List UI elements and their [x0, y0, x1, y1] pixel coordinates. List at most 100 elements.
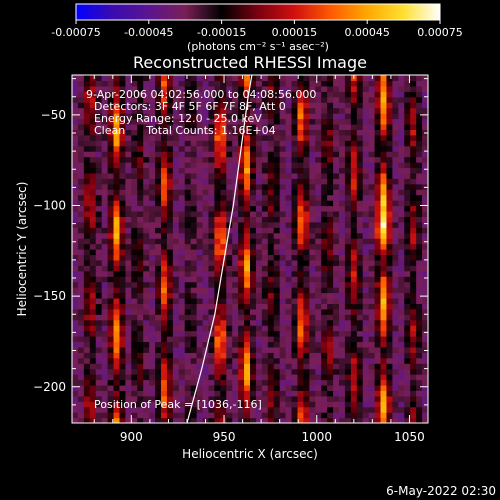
heatmap-cell — [362, 336, 370, 343]
heatmap-cell — [279, 249, 287, 256]
heatmap-cell — [279, 270, 287, 277]
heatmap-cell — [143, 102, 150, 109]
heatmap-cell — [107, 292, 115, 299]
heatmap-cell — [196, 297, 204, 304]
heatmap-cell — [72, 102, 79, 109]
heatmap-cell — [155, 276, 162, 283]
heatmap-cell — [113, 96, 121, 103]
heatmap-cell — [285, 297, 293, 304]
heatmap-cell — [143, 96, 150, 103]
heatmap-cell — [72, 243, 79, 250]
heatmap-cell — [392, 102, 399, 109]
heatmap-cell — [368, 140, 376, 147]
heatmap-cell — [101, 123, 109, 130]
heatmap-cell — [238, 172, 245, 179]
heatmap-cell — [422, 346, 428, 353]
heatmap-cell — [297, 336, 304, 343]
heatmap-cell — [149, 162, 156, 169]
heatmap-cell — [386, 249, 393, 256]
heatmap-cell — [77, 357, 85, 364]
heatmap-cell — [196, 395, 204, 402]
heatmap-cell — [172, 227, 180, 234]
heatmap-cell — [416, 96, 423, 103]
heatmap-cell — [166, 390, 174, 397]
heatmap-cell — [303, 352, 310, 359]
heatmap-cell — [113, 167, 121, 174]
heatmap-cell — [214, 357, 221, 364]
heatmap-cell — [107, 113, 115, 120]
heatmap-cell — [297, 297, 304, 304]
heatmap-cell — [72, 178, 79, 185]
heatmap-cell — [374, 210, 382, 217]
heatmap-cell — [208, 96, 215, 103]
heatmap-cell — [327, 297, 334, 304]
heatmap-cell — [362, 80, 370, 87]
heatmap-cell — [315, 303, 322, 310]
heatmap-cell — [161, 210, 168, 217]
heatmap-cell — [327, 151, 334, 158]
heatmap-cell — [77, 330, 85, 337]
heatmap-cell — [119, 346, 126, 353]
heatmap-cell — [380, 254, 388, 261]
heatmap-cell — [184, 221, 192, 228]
heatmap-cell — [321, 336, 328, 343]
heatmap-cell — [131, 172, 138, 179]
heatmap-cell — [321, 189, 328, 196]
heatmap-cell — [422, 406, 428, 413]
heatmap-cell — [285, 210, 293, 217]
heatmap-cell — [208, 232, 215, 239]
heatmap-cell — [374, 259, 382, 266]
heatmap-cell — [149, 134, 156, 141]
heatmap-cell — [250, 401, 257, 408]
heatmap-cell — [374, 156, 382, 163]
heatmap-cell — [161, 107, 168, 114]
heatmap-cell — [131, 162, 138, 169]
heatmap-cell — [214, 189, 221, 196]
heatmap-cell — [184, 346, 192, 353]
heatmap-cell — [261, 151, 269, 158]
heatmap-cell — [83, 374, 91, 381]
heatmap-cell — [178, 346, 186, 353]
heatmap-cell — [297, 259, 304, 266]
heatmap-cell — [273, 172, 281, 179]
heatmap-cell — [119, 102, 126, 109]
heatmap-cell — [137, 363, 144, 370]
heatmap-cell — [315, 227, 322, 234]
heatmap-cell — [291, 287, 299, 294]
heatmap-cell — [392, 384, 399, 391]
heatmap-cell — [333, 123, 340, 130]
heatmap-cell — [339, 129, 346, 136]
heatmap-cell — [83, 107, 91, 114]
heatmap-cell — [166, 151, 174, 158]
heatmap-cell — [339, 156, 346, 163]
heatmap-cell — [143, 80, 150, 87]
y-tick-label: −50 — [41, 108, 66, 122]
heatmap-cell — [416, 118, 423, 125]
heatmap-cell — [350, 363, 358, 370]
heatmap-cell — [309, 189, 316, 196]
heatmap-cell — [166, 183, 174, 190]
heatmap-cell — [119, 91, 126, 98]
heatmap-cell — [267, 336, 275, 343]
heatmap-cell — [344, 189, 352, 196]
heatmap-cell — [291, 259, 299, 266]
heatmap-cell — [161, 270, 168, 277]
heatmap-cell — [208, 254, 215, 261]
heatmap-cell — [416, 319, 423, 326]
heatmap-cell — [279, 210, 287, 217]
heatmap-cell — [131, 140, 138, 147]
heatmap-cell — [89, 379, 97, 386]
heatmap-cell — [137, 151, 144, 158]
heatmap-cell — [196, 379, 204, 386]
heatmap-cell — [166, 346, 174, 353]
heatmap-cell — [172, 167, 180, 174]
heatmap-cell — [309, 232, 316, 239]
heatmap-cell — [161, 75, 168, 82]
heatmap-cell — [155, 123, 162, 130]
heatmap-cell — [333, 314, 340, 321]
heatmap-cell — [255, 417, 263, 423]
heatmap-cell — [220, 390, 227, 397]
heatmap-cell — [380, 91, 388, 98]
heatmap-cell — [285, 156, 293, 163]
heatmap-cell — [72, 265, 79, 272]
